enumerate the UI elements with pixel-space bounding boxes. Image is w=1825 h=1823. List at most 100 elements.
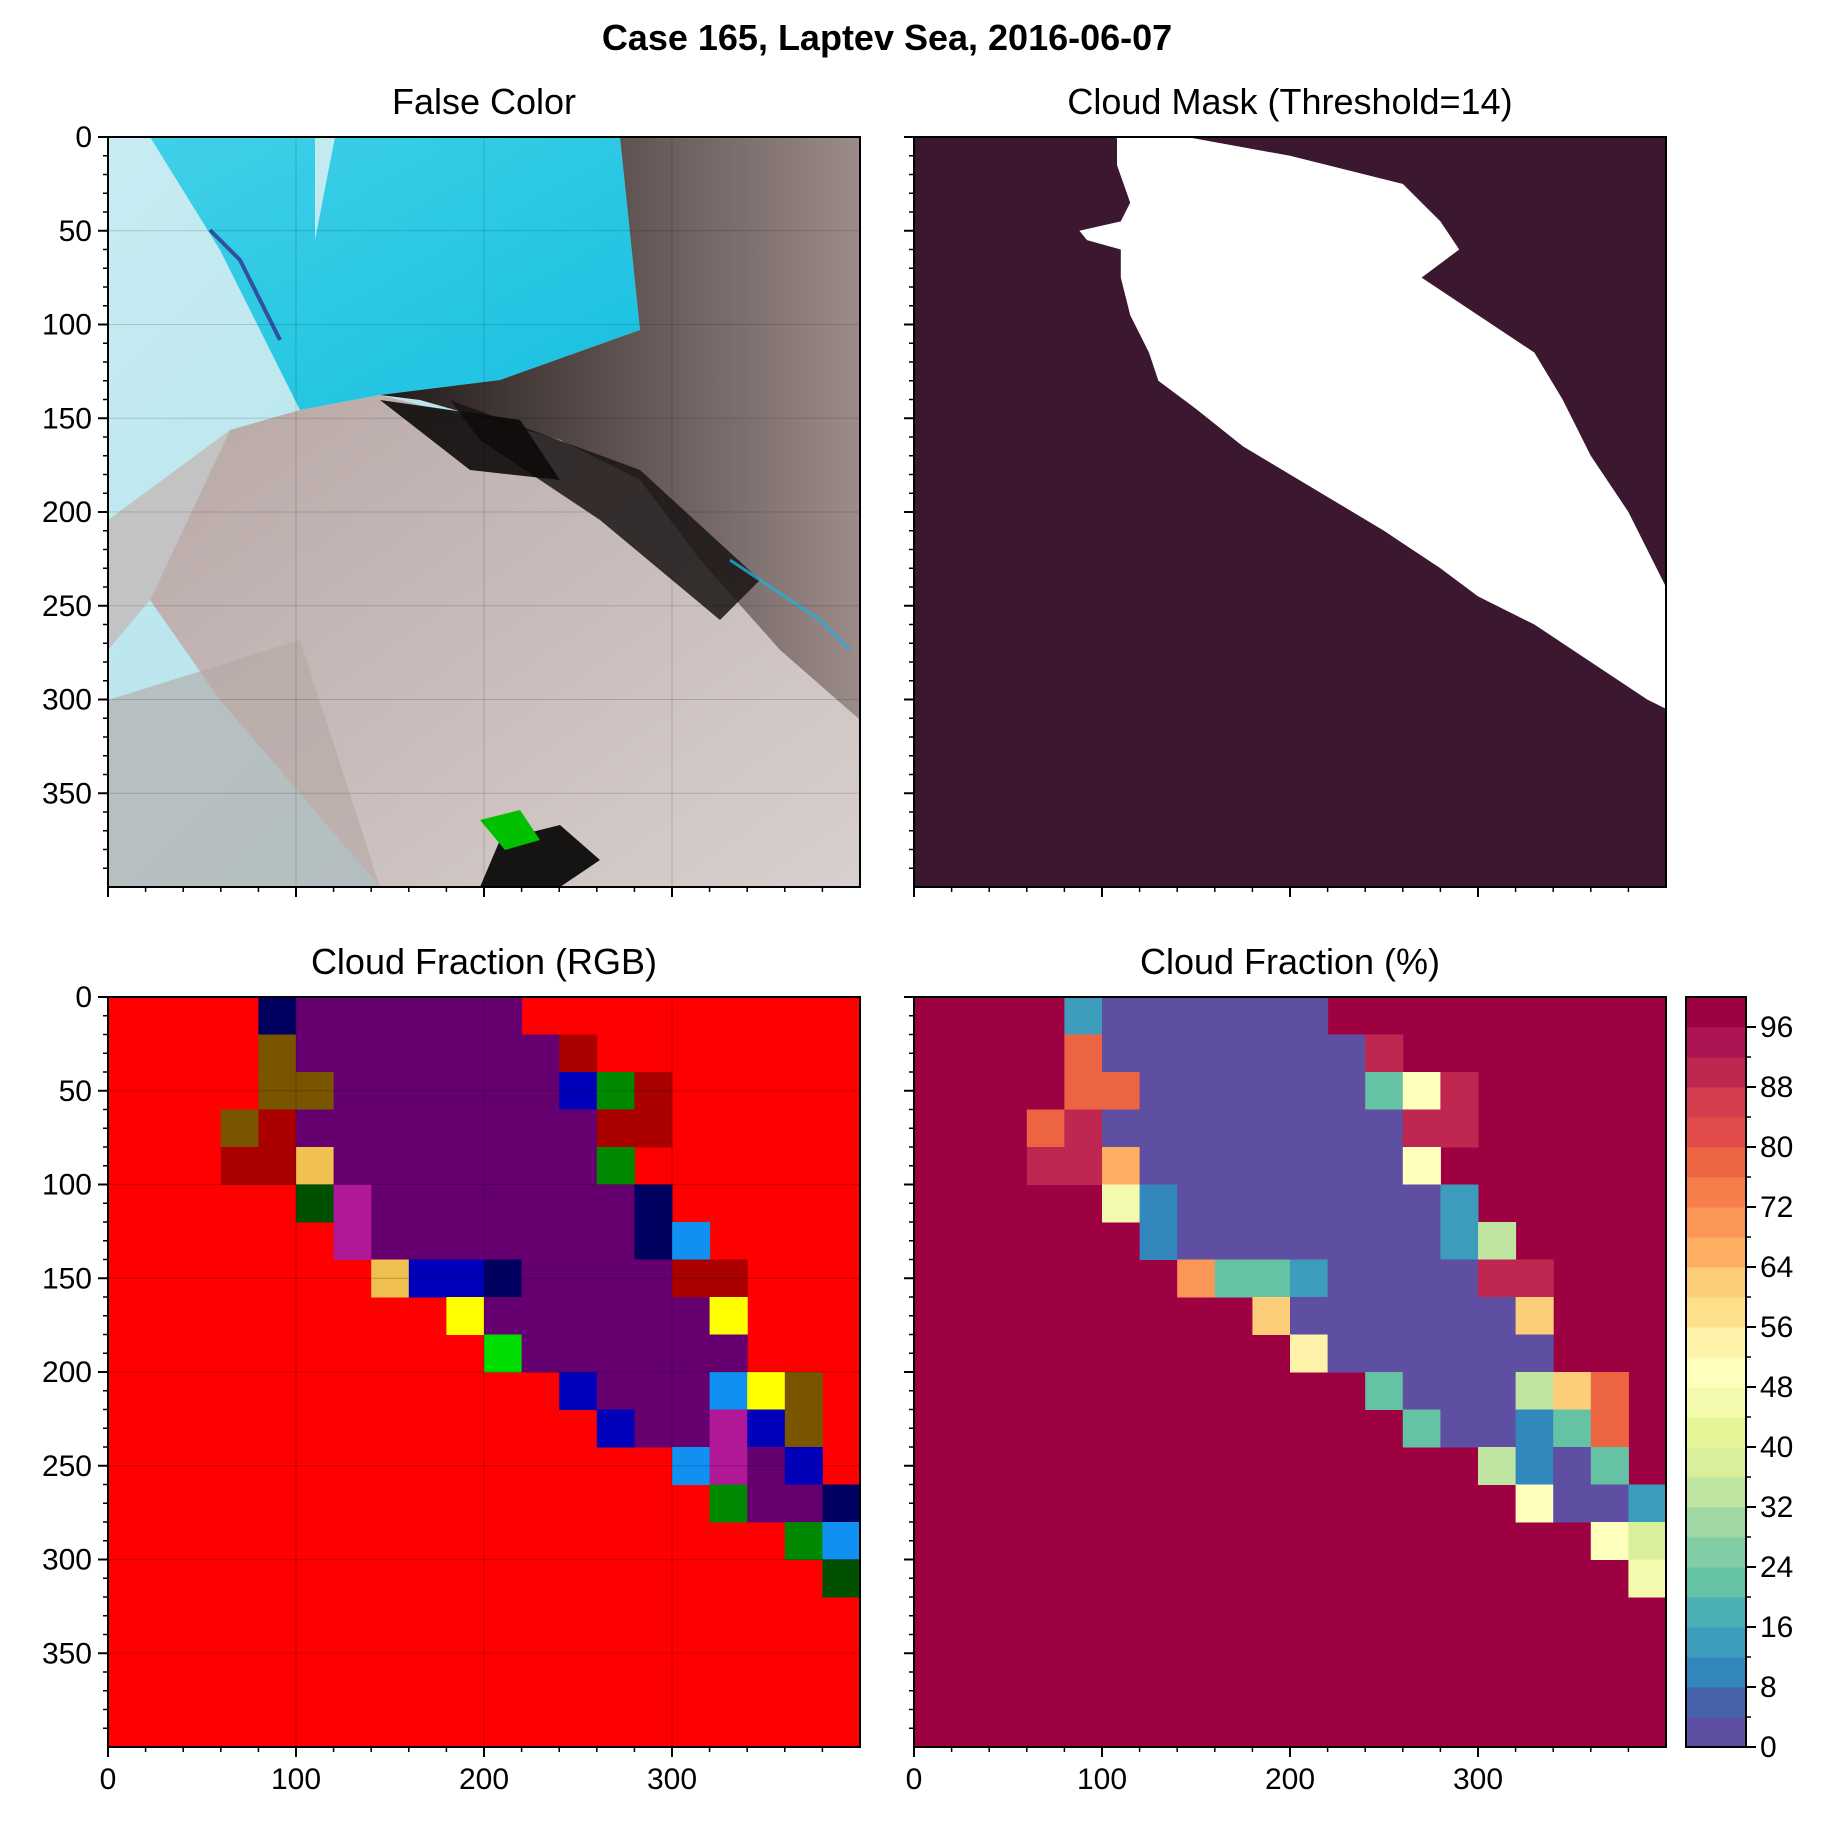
y-tick-label: 200 — [42, 1356, 92, 1389]
cf-rgb-cell — [333, 1147, 372, 1185]
colorbar-segment — [1686, 1117, 1746, 1148]
cf-pct-cell — [1102, 1109, 1141, 1148]
colorbar-segment — [1686, 1357, 1746, 1388]
panel-title-cloud-mask: Cloud Mask (Threshold=14) — [1067, 81, 1512, 122]
cf-pct-cell — [1553, 1372, 1592, 1410]
colorbar-tick-label: 8 — [1760, 1671, 1777, 1704]
cf-rgb-cell — [634, 1372, 673, 1410]
colorbar-tick-label: 16 — [1760, 1611, 1793, 1644]
cf-rgb-cell — [634, 1297, 673, 1335]
cf-pct-cell — [1177, 1109, 1216, 1148]
cf-pct-cell — [1402, 1072, 1441, 1110]
x-tick-label: 300 — [1453, 1763, 1503, 1796]
y-tick-label: 50 — [59, 1075, 92, 1108]
colorbar-tick-label: 96 — [1760, 1011, 1793, 1044]
cf-rgb-cell — [446, 1034, 485, 1073]
cf-pct-cell — [1139, 1222, 1178, 1260]
cf-rgb-cell — [333, 1034, 372, 1073]
cf-rgb-cell — [521, 1259, 560, 1298]
x-tick-label: 0 — [906, 1763, 923, 1796]
cf-pct-cell — [1327, 1034, 1366, 1073]
cf-rgb-cell — [747, 1372, 786, 1410]
cf-pct-cell — [1590, 1409, 1629, 1448]
figure-title: Case 165, Laptev Sea, 2016-06-07 — [602, 17, 1172, 58]
panel-title-false-color: False Color — [392, 81, 576, 122]
cf-rgb-cell — [596, 1222, 635, 1260]
cf-rgb-cell — [822, 1484, 860, 1523]
cloud-mask-image — [914, 137, 1666, 887]
cf-pct-cell — [1402, 1297, 1441, 1335]
cf-pct-cell — [1553, 1484, 1592, 1523]
cf-rgb-cell — [446, 1147, 485, 1185]
colorbar-segment — [1686, 1507, 1746, 1538]
cf-pct-cell — [1102, 997, 1141, 1035]
cf-rgb-cell — [596, 1184, 635, 1223]
cf-pct-cell — [1214, 997, 1253, 1035]
cf-pct-cell — [1365, 1222, 1404, 1260]
cf-pct-cell — [1214, 1222, 1253, 1260]
y-tick-label: 50 — [59, 215, 92, 248]
cf-rgb-cell — [484, 1109, 523, 1148]
cf-rgb-cell — [672, 1222, 711, 1260]
cf-pct-cell — [1139, 1072, 1178, 1110]
cf-rgb-cell — [559, 1072, 598, 1110]
cf-pct-cell — [1177, 1222, 1216, 1260]
cf-pct-cell — [1365, 1072, 1404, 1110]
cf-pct-cell — [1102, 1072, 1141, 1110]
cf-rgb-cell — [709, 1297, 748, 1335]
cf-rgb-cell — [484, 1222, 523, 1260]
cf-pct-cell — [1365, 1297, 1404, 1335]
cf-pct-image — [914, 997, 1666, 1747]
cf-rgb-cell — [333, 1072, 372, 1110]
cf-pct-cell — [1139, 1147, 1178, 1185]
colorbar-tick-label: 56 — [1760, 1311, 1793, 1344]
y-tick-label: 150 — [42, 1262, 92, 1295]
colorbar-segment — [1686, 1267, 1746, 1298]
y-tick-label: 250 — [42, 590, 92, 623]
colorbar-tick-label: 88 — [1760, 1071, 1793, 1104]
cf-pct-cell — [1628, 1522, 1666, 1560]
cf-pct-cell — [1628, 1559, 1666, 1598]
cf-rgb-cell — [408, 1072, 447, 1110]
colorbar-segment — [1686, 1087, 1746, 1118]
cf-rgb-cell — [296, 997, 335, 1035]
cf-rgb-cell — [784, 1447, 823, 1485]
cf-rgb-cell — [333, 997, 372, 1035]
cf-pct-cell — [1102, 1184, 1141, 1223]
cf-rgb-cell — [596, 1334, 635, 1373]
cf-pct-cell — [1214, 1034, 1253, 1073]
cf-rgb-cell — [296, 1184, 335, 1223]
cf-rgb-cell — [258, 1034, 297, 1073]
cf-pct-cell — [1515, 1297, 1554, 1335]
cf-rgb-cell — [296, 1072, 335, 1110]
cf-pct-cell — [1327, 1334, 1366, 1373]
cf-pct-cell — [1064, 997, 1103, 1035]
cf-rgb-cell — [747, 1484, 786, 1523]
cf-pct-cell — [1440, 1109, 1479, 1148]
cf-pct-cell — [1214, 1072, 1253, 1110]
cf-pct-cell — [1026, 1147, 1065, 1185]
cf-rgb-cell — [634, 1259, 673, 1298]
y-tick-label: 250 — [42, 1450, 92, 1483]
cf-pct-cell — [1327, 1259, 1366, 1298]
cf-rgb-cell — [784, 1409, 823, 1448]
cf-rgb-cell — [596, 1297, 635, 1335]
cf-rgb-cell — [484, 997, 523, 1035]
cf-rgb-cell — [521, 1222, 560, 1260]
cf-pct-cell — [1515, 1409, 1554, 1448]
cf-rgb-cell — [596, 1072, 635, 1110]
cf-rgb-cell — [408, 1109, 447, 1148]
false-color-grid — [108, 137, 860, 887]
cf-pct-cell — [1290, 1184, 1329, 1223]
cf-rgb-cell — [634, 1109, 673, 1148]
cf-pct-cell — [1290, 1147, 1329, 1185]
cf-rgb-cell — [672, 1447, 711, 1485]
colorbar-segment — [1686, 1537, 1746, 1568]
colorbar-segment — [1686, 1657, 1746, 1688]
cf-rgb-cell — [484, 1034, 523, 1073]
cf-pct-cell — [1327, 1184, 1366, 1223]
colorbar-tick-label: 80 — [1760, 1131, 1793, 1164]
x-tick-label: 0 — [100, 1763, 117, 1796]
cf-rgb-cell — [709, 1484, 748, 1523]
